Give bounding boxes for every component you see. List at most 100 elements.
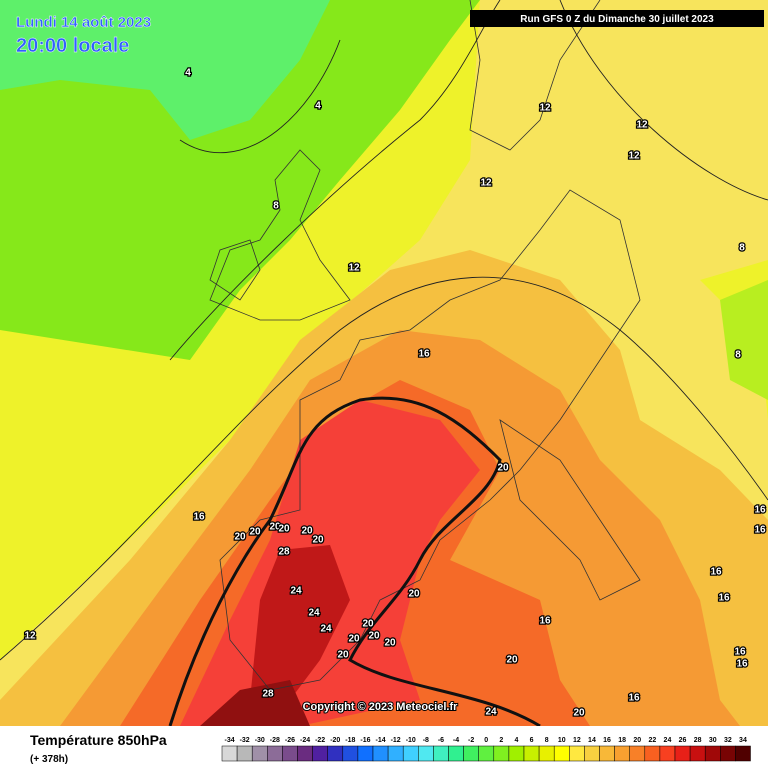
scale-tick-label: 12 [573, 737, 581, 744]
run-info: Run GFS 0 Z du Dimanche 30 juillet 2023 [520, 14, 714, 25]
contour-label: 12 [480, 178, 492, 189]
scale-box [221, 745, 238, 762]
contour-label: 16 [754, 525, 766, 536]
scale-box [538, 745, 555, 762]
contour-label: 20 [362, 619, 374, 630]
scale-box [659, 745, 676, 762]
contour-label: 16 [710, 567, 722, 578]
scale-tick-label: -26 [285, 737, 295, 744]
isotherm [559, 0, 768, 201]
scale-tick-label: -22 [315, 737, 325, 744]
scale-tick-label: -32 [240, 737, 250, 744]
scale-box [327, 745, 344, 762]
scale-tick-label: -34 [224, 737, 234, 744]
scale-tick-label: 10 [558, 737, 566, 744]
scale-box [463, 745, 479, 762]
temperature-field [0, 0, 768, 726]
field-green [0, 0, 480, 360]
scale-box [644, 745, 661, 762]
coastlines [209, 0, 641, 691]
contour-label: 20 [408, 589, 420, 600]
isotherms [0, 0, 768, 661]
scale-box [236, 745, 253, 762]
legend-title: Température 850hPa [30, 732, 167, 748]
scale-box [402, 745, 419, 762]
contour-label: 24 [485, 707, 497, 718]
scale-tick-label: 2 [499, 737, 503, 744]
scale-box [629, 745, 646, 762]
contour-label: 20 [249, 527, 261, 538]
contour-label: 8 [273, 201, 279, 212]
scale-box [523, 745, 540, 762]
scale-box [674, 745, 691, 762]
scale-box [251, 745, 268, 762]
scale-box [372, 745, 389, 762]
scale-box [508, 745, 525, 762]
scale-tick-label: -28 [270, 737, 280, 744]
contour-label: 12 [539, 103, 551, 114]
scale-box [448, 745, 464, 762]
contour-label: 24 [290, 586, 302, 597]
contour-label: 12 [24, 631, 36, 642]
scale-tick-label: 16 [603, 737, 611, 744]
contour-label: 8 [735, 350, 741, 361]
scale-tick-label: 20 [633, 737, 641, 744]
scale-tick-label: 14 [588, 737, 596, 744]
contour-label: 12 [348, 263, 360, 274]
scale-box [387, 745, 404, 762]
contour-label: 4 [315, 101, 321, 112]
scale-box [418, 745, 434, 762]
copyright: Copyright © 2023 Meteociel.fr [303, 701, 459, 713]
scale-box [599, 745, 615, 762]
contour-label: 16 [193, 512, 205, 523]
scale-tick-label: 8 [545, 737, 549, 744]
scale-tick-label: 0 [484, 737, 488, 744]
scale-tick-label: 18 [618, 737, 626, 744]
contour-label: 20 [384, 638, 396, 649]
scale-tick-label: -12 [391, 737, 401, 744]
scale-tick-label: -30 [255, 737, 265, 744]
scale-tick-label: -4 [453, 737, 459, 744]
scale-tick-label: 30 [709, 737, 717, 744]
scale-tick-label: -6 [438, 737, 444, 744]
contour-label: 12 [636, 120, 648, 131]
run-box [470, 10, 764, 27]
scale-box [735, 745, 751, 762]
scale-tick-label: 28 [694, 737, 702, 744]
scale-box [282, 745, 298, 762]
contour-label: 20 [506, 655, 518, 666]
contour-label: 20 [368, 631, 380, 642]
scale-tick-label: -10 [406, 737, 416, 744]
contour-label: 20 [301, 526, 313, 537]
scale-tick-label: 24 [664, 737, 672, 744]
scale-box [493, 745, 510, 762]
contour-label: 16 [628, 693, 640, 704]
scale-tick-label: -18 [345, 737, 355, 744]
scale-box [478, 745, 495, 762]
contour-label: 20 [337, 650, 349, 661]
scale-box [720, 745, 736, 762]
field-dark-red [250, 545, 350, 700]
scale-box [433, 745, 449, 762]
contour-label: 16 [754, 505, 766, 516]
scale-box [357, 745, 374, 762]
contour-label: 20 [573, 708, 585, 719]
contour-label: 20 [269, 522, 281, 533]
time: 20:00 locale [16, 35, 129, 57]
isotherm [169, 0, 501, 361]
contour-label: 20 [312, 535, 324, 546]
contour-label: 28 [262, 689, 274, 700]
legend-lead: (+ 378h) [30, 754, 68, 765]
scale-box [297, 745, 313, 762]
contour-label: 20 [278, 524, 290, 535]
scale-tick-label: -24 [300, 737, 310, 744]
date: Lundi 14 août 2023 [16, 14, 151, 31]
contour-label: 20 [234, 532, 246, 543]
coast-ireland [209, 239, 261, 301]
contour-label: 12 [628, 151, 640, 162]
field-green-east [720, 280, 768, 400]
scale-tick-label: 34 [739, 737, 747, 744]
scale-tick-label: -2 [468, 737, 474, 744]
scale-box [312, 745, 328, 762]
